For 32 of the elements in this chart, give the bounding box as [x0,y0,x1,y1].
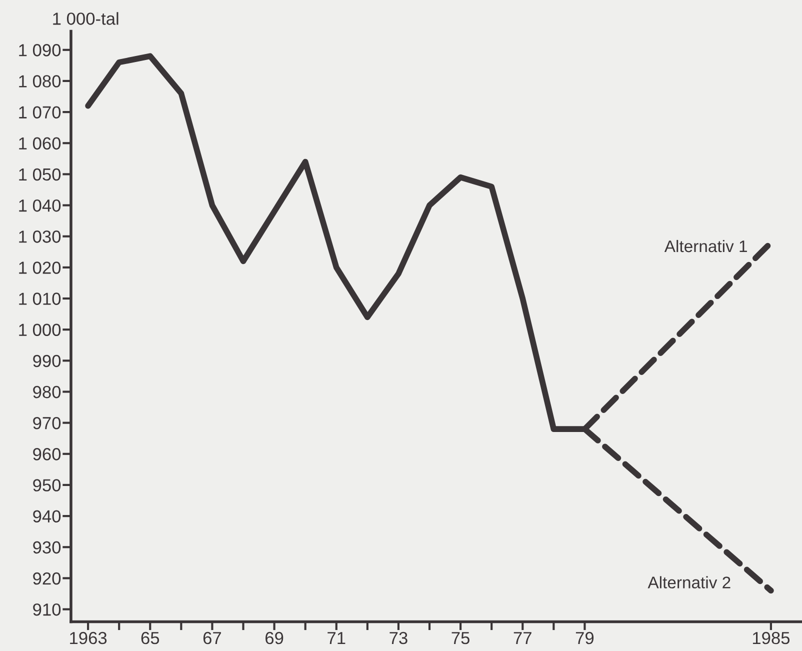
x-tick-label: 1963 [70,632,107,644]
y-tick-label: 1 050 [19,168,61,181]
y-tick-label: 910 [33,603,61,616]
x-tick-label: 67 [203,632,221,644]
x-tick-label: 73 [390,632,408,644]
y-tick-label: 1 070 [19,106,61,119]
y-tick-label: 1 020 [19,262,61,274]
y-tick-label: 920 [33,572,61,585]
y-tick-label: 980 [33,386,61,398]
x-tick-label: 75 [452,632,470,644]
series-label: Alternativ 2 [648,576,730,588]
y-tick-label: 1 000 [19,324,61,336]
series-label: Alternativ 1 [664,240,747,252]
y-tick-label: 950 [33,479,61,492]
x-tick-label: 79 [576,632,594,644]
x-tick-label: 65 [141,632,160,644]
x-tick-label: 71 [328,632,346,644]
y-tick-label: 1 090 [19,44,61,56]
y-tick-label: 970 [33,416,61,430]
y-tick-label: 960 [33,448,61,460]
y-tick-label: 1 080 [19,75,61,88]
y-tick-label: 1 030 [19,230,61,243]
y-tick-label: 990 [33,354,61,368]
y-tick-label: 1 010 [19,292,61,305]
y-axis-title: 1 000-tal [53,12,118,25]
y-tick-label: 930 [33,541,61,554]
y-tick-label: 1 060 [19,137,61,150]
y-tick-label: 1 040 [19,199,61,212]
x-tick-label: 77 [514,632,532,644]
x-tick-label: 1985 [752,632,790,644]
y-tick-label: 940 [33,510,61,523]
x-tick-label: 69 [266,632,284,644]
